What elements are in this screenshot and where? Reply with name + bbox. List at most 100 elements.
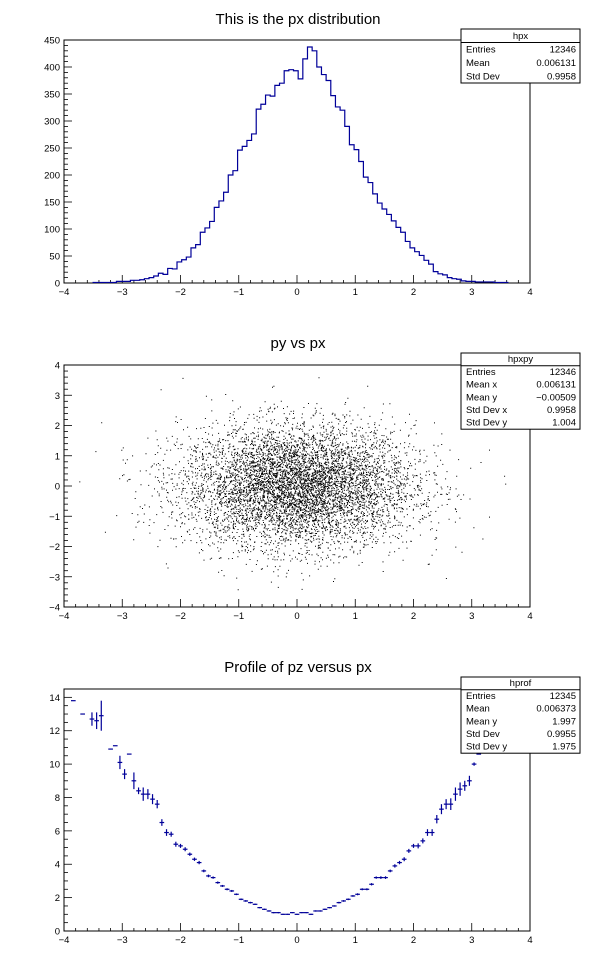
- profile-point: [467, 775, 472, 786]
- y-tick-label: 2: [55, 421, 60, 432]
- profile-point: [192, 857, 197, 861]
- y-tick-label: 10: [49, 760, 60, 771]
- x-tick-label: −4: [59, 287, 70, 298]
- stats-value: 12345: [550, 691, 576, 702]
- stats-value: 0.006373: [536, 704, 576, 715]
- profile-point: [462, 780, 468, 791]
- stats-label: Std Dev: [466, 72, 500, 83]
- profile-point: [317, 910, 323, 912]
- profile-point: [331, 905, 337, 907]
- profile-point: [411, 843, 416, 848]
- y-tick-label: 4: [55, 860, 60, 871]
- profile-point: [215, 881, 221, 884]
- stats-label: Mean: [466, 58, 490, 69]
- profile-point: [303, 912, 309, 914]
- stats-name: hprof: [510, 678, 532, 689]
- profile-point: [443, 799, 449, 810]
- y-tick-label: 2: [55, 893, 60, 904]
- x-tick-label: 4: [527, 611, 532, 622]
- x-tick-label: −4: [59, 935, 70, 946]
- profile-point: [159, 819, 165, 826]
- stats-value: 0.006131: [536, 58, 576, 69]
- y-tick-label: 450: [44, 36, 60, 47]
- y-tick-label: −4: [49, 603, 60, 614]
- profile-point: [383, 876, 388, 879]
- scatter-points: [79, 377, 507, 591]
- profile-point: [378, 876, 384, 879]
- profile-point: [145, 789, 151, 800]
- profile-point: [341, 900, 346, 902]
- profile-point: [392, 864, 398, 868]
- profile-point: [206, 874, 211, 878]
- x-tick-label: −2: [175, 935, 186, 946]
- profile-point: [406, 848, 412, 853]
- plot-frame: [63, 688, 531, 932]
- profile-point: [397, 860, 402, 865]
- profile-point: [210, 876, 216, 879]
- profile-point: [434, 815, 440, 824]
- stats-value: 1.004: [552, 418, 576, 429]
- profile-point: [471, 762, 477, 766]
- profile-point: [364, 888, 370, 891]
- y-tick-label: 200: [44, 171, 60, 182]
- stats-value: 12346: [550, 45, 576, 56]
- y-tick-label: 50: [49, 252, 60, 263]
- profile-point: [94, 712, 99, 730]
- stats-box: hpxpy Entries 12346 Mean x 0.006131 Mean y −0.…: [460, 352, 581, 430]
- profile-point: [373, 876, 379, 879]
- profile-point: [313, 910, 318, 912]
- profile-point: [140, 787, 146, 801]
- x-tick-label: 3: [469, 611, 474, 622]
- profile-point: [336, 901, 342, 904]
- profile-point: [457, 782, 463, 796]
- profile-point: [234, 893, 239, 896]
- profile-point: [345, 898, 351, 901]
- profile-point: [243, 900, 249, 902]
- y-tick-label: 300: [44, 117, 60, 128]
- stats-label: Mean x: [466, 380, 497, 391]
- stats-box: hprof Entries 12345 Mean 0.006373 Mean y 1.997…: [460, 676, 581, 754]
- stats-value: −0.00509: [536, 392, 576, 403]
- profile-point: [229, 889, 235, 892]
- profile-point: [448, 798, 454, 810]
- plot-area: −4 −3 −2 −1 0 1 2 3 4 0 50 100 150 200 250 300 350 400 450: [44, 36, 533, 299]
- profile-point: [415, 843, 421, 849]
- profile-point: [387, 869, 393, 873]
- x-tick-label: −2: [175, 287, 186, 298]
- y-tick-label: 100: [44, 225, 60, 236]
- profile-point: [150, 794, 155, 805]
- stats-label: Entries: [466, 45, 496, 56]
- stats-label: Std Dev: [466, 729, 500, 740]
- profile-point: [224, 888, 230, 891]
- stats-label: Mean y: [466, 716, 497, 727]
- y-tick-label: 3: [55, 391, 60, 402]
- profile-point: [322, 908, 328, 910]
- x-tick-label: −3: [117, 611, 128, 622]
- profile-point: [429, 829, 435, 836]
- x-tick-label: −3: [117, 287, 128, 298]
- profile-point: [252, 903, 258, 905]
- profile-point: [262, 908, 267, 910]
- stats-box: hpx Entries 12346 Mean 0.006131 Std Dev 0.9958: [460, 28, 581, 84]
- x-tick-label: 4: [527, 287, 532, 298]
- x-tick-label: 2: [411, 611, 416, 622]
- x-tick-label: 0: [294, 287, 299, 298]
- profile-point: [439, 804, 444, 815]
- y-tick-label: −3: [49, 572, 60, 583]
- y-tick-label: 350: [44, 90, 60, 101]
- profile-point: [257, 906, 263, 909]
- x-tick-label: 2: [411, 287, 416, 298]
- x-tick-label: 1: [353, 287, 358, 298]
- stats-label: Std Dev y: [466, 742, 507, 753]
- x-tick-label: 0: [294, 611, 299, 622]
- stats-label: Mean y: [466, 392, 497, 403]
- y-tick-label: 4: [55, 361, 60, 372]
- stats-name: hpxpy: [508, 354, 534, 365]
- y-tick-label: 6: [55, 826, 60, 837]
- y-tick-label: −2: [49, 542, 60, 553]
- x-tick-label: 1: [353, 611, 358, 622]
- profile-point: [131, 772, 137, 790]
- chart-title: This is the px distribution: [215, 11, 380, 28]
